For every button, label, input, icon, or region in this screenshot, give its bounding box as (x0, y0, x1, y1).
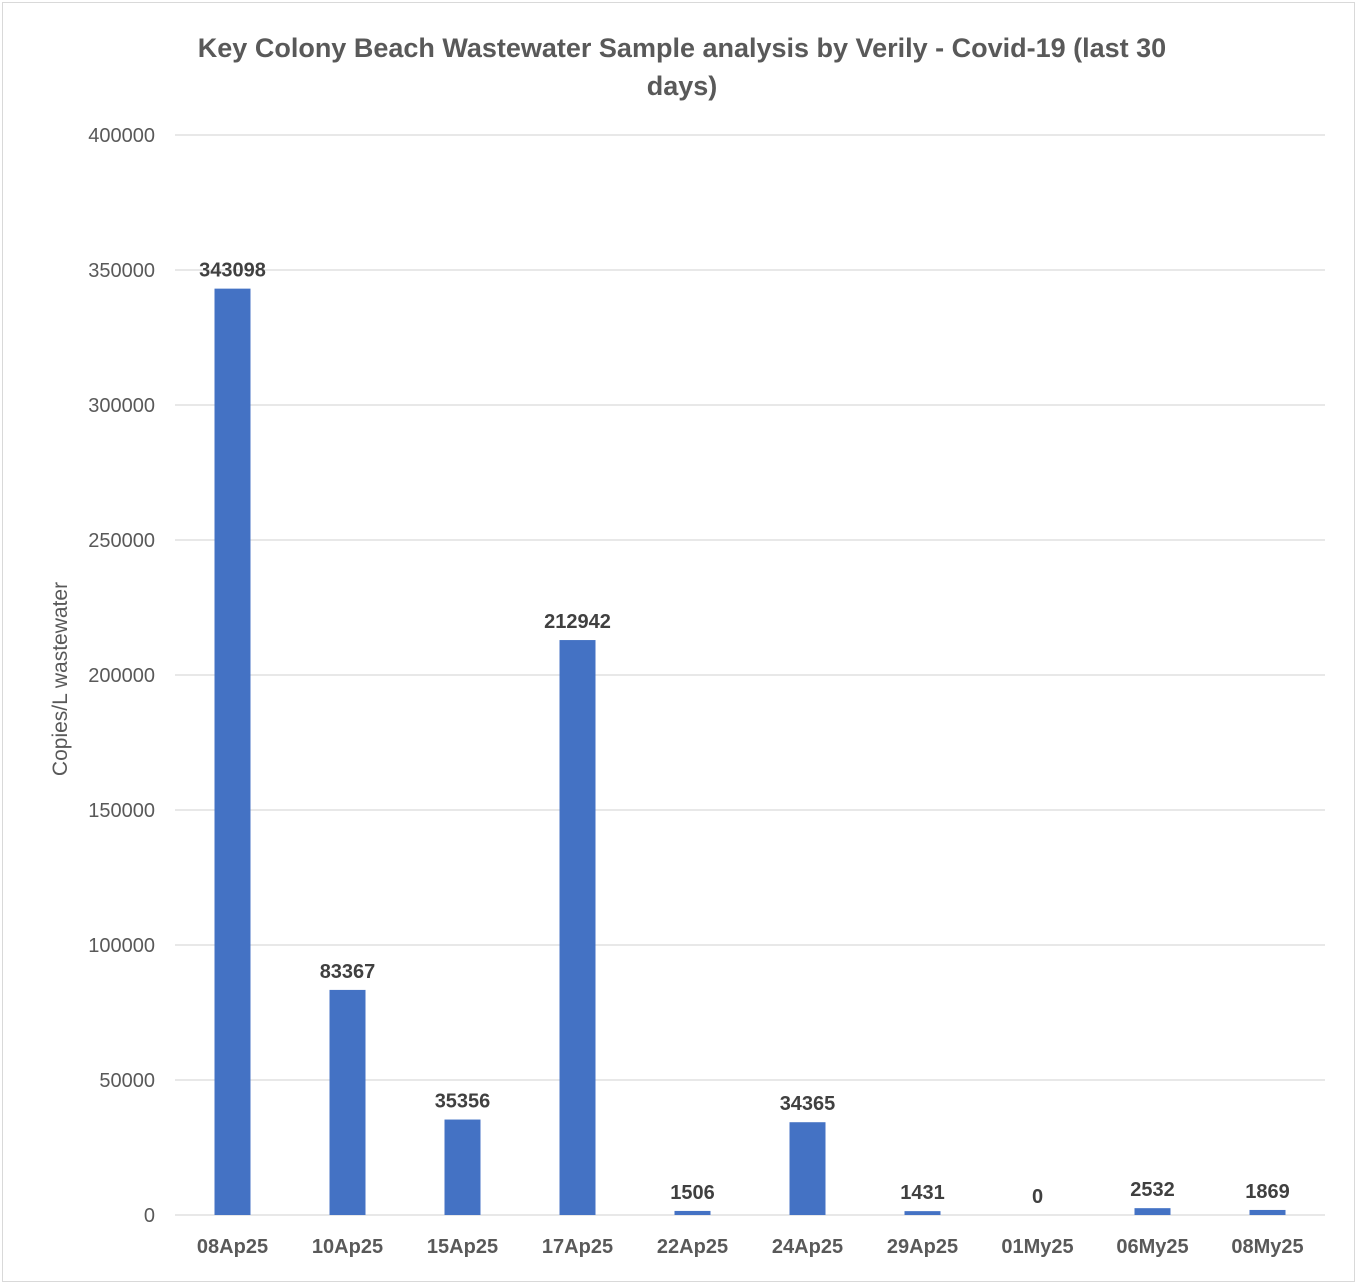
y-tick-label-5: 250000 (88, 530, 155, 552)
bar-08Ap25 (214, 288, 251, 1216)
data-label-06My25: 2532 (1130, 1179, 1175, 1201)
data-label-29Ap25: 1431 (900, 1182, 945, 1204)
y-tick-label-8: 400000 (88, 125, 155, 147)
bar-29Ap25 (904, 1211, 941, 1215)
data-label-24Ap25: 34365 (780, 1093, 836, 1115)
data-label-08My25: 1869 (1245, 1181, 1290, 1203)
x-tick-label-01My25: 01My25 (1001, 1236, 1073, 1258)
y-axis-tick-labels: 0 50000 100000 150000 200000 250000 300000 3500… (88, 125, 155, 1227)
x-tick-label-22Ap25: 22Ap25 (657, 1236, 728, 1258)
y-tick-label-1: 50000 (99, 1070, 155, 1092)
y-tick-label-0: 0 (144, 1205, 155, 1227)
data-label-17Ap25: 212942 (544, 611, 611, 633)
y-tick-label-3: 150000 (88, 800, 155, 822)
y-tick-label-7: 350000 (88, 260, 155, 282)
x-tick-label-29Ap25: 29Ap25 (887, 1236, 958, 1258)
data-label-15Ap25: 35356 (435, 1091, 491, 1113)
chart-title-line-2: days) (647, 71, 718, 101)
x-axis-category-labels: 08Ap25 10Ap25 15Ap25 17Ap25 22Ap25 24Ap25 29Ap… (197, 1236, 1304, 1258)
x-tick-label-08Ap25: 08Ap25 (197, 1236, 268, 1258)
data-labels: 343098 83367 35356 212942 1506 34365 1431 0 2532… (199, 260, 1290, 1208)
data-label-22Ap25: 1506 (670, 1182, 715, 1204)
x-tick-label-10Ap25: 10Ap25 (312, 1236, 383, 1258)
data-label-08Ap25: 343098 (199, 260, 266, 282)
gridlines (175, 134, 1325, 1216)
y-axis-title: Copies/L wastewater (49, 582, 72, 776)
y-tick-label-4: 200000 (88, 665, 155, 687)
chart-title-line-1: Key Colony Beach Wastewater Sample analy… (198, 33, 1166, 63)
bars (214, 288, 1286, 1216)
y-tick-label-6: 300000 (88, 395, 155, 417)
data-label-01My25: 0 (1032, 1186, 1043, 1208)
x-tick-label-17Ap25: 17Ap25 (542, 1236, 613, 1258)
data-label-10Ap25: 83367 (320, 961, 376, 983)
x-tick-label-24Ap25: 24Ap25 (772, 1236, 843, 1258)
bar-06My25 (1134, 1208, 1171, 1215)
x-tick-label-15Ap25: 15Ap25 (427, 1236, 498, 1258)
chart-title: Key Colony Beach Wastewater Sample analy… (198, 33, 1166, 101)
x-tick-label-06My25: 06My25 (1116, 1236, 1188, 1258)
x-tick-label-08My25: 08My25 (1231, 1236, 1303, 1258)
bar-22Ap25 (674, 1210, 711, 1215)
bar-24Ap25 (789, 1122, 826, 1215)
bar-08My25 (1249, 1209, 1286, 1215)
bar-15Ap25 (444, 1119, 481, 1215)
y-tick-label-2: 100000 (88, 935, 155, 957)
bar-17Ap25 (559, 640, 596, 1215)
bar-chart: Key Colony Beach Wastewater Sample analy… (49, 33, 1325, 1258)
bar-10Ap25 (329, 989, 366, 1215)
